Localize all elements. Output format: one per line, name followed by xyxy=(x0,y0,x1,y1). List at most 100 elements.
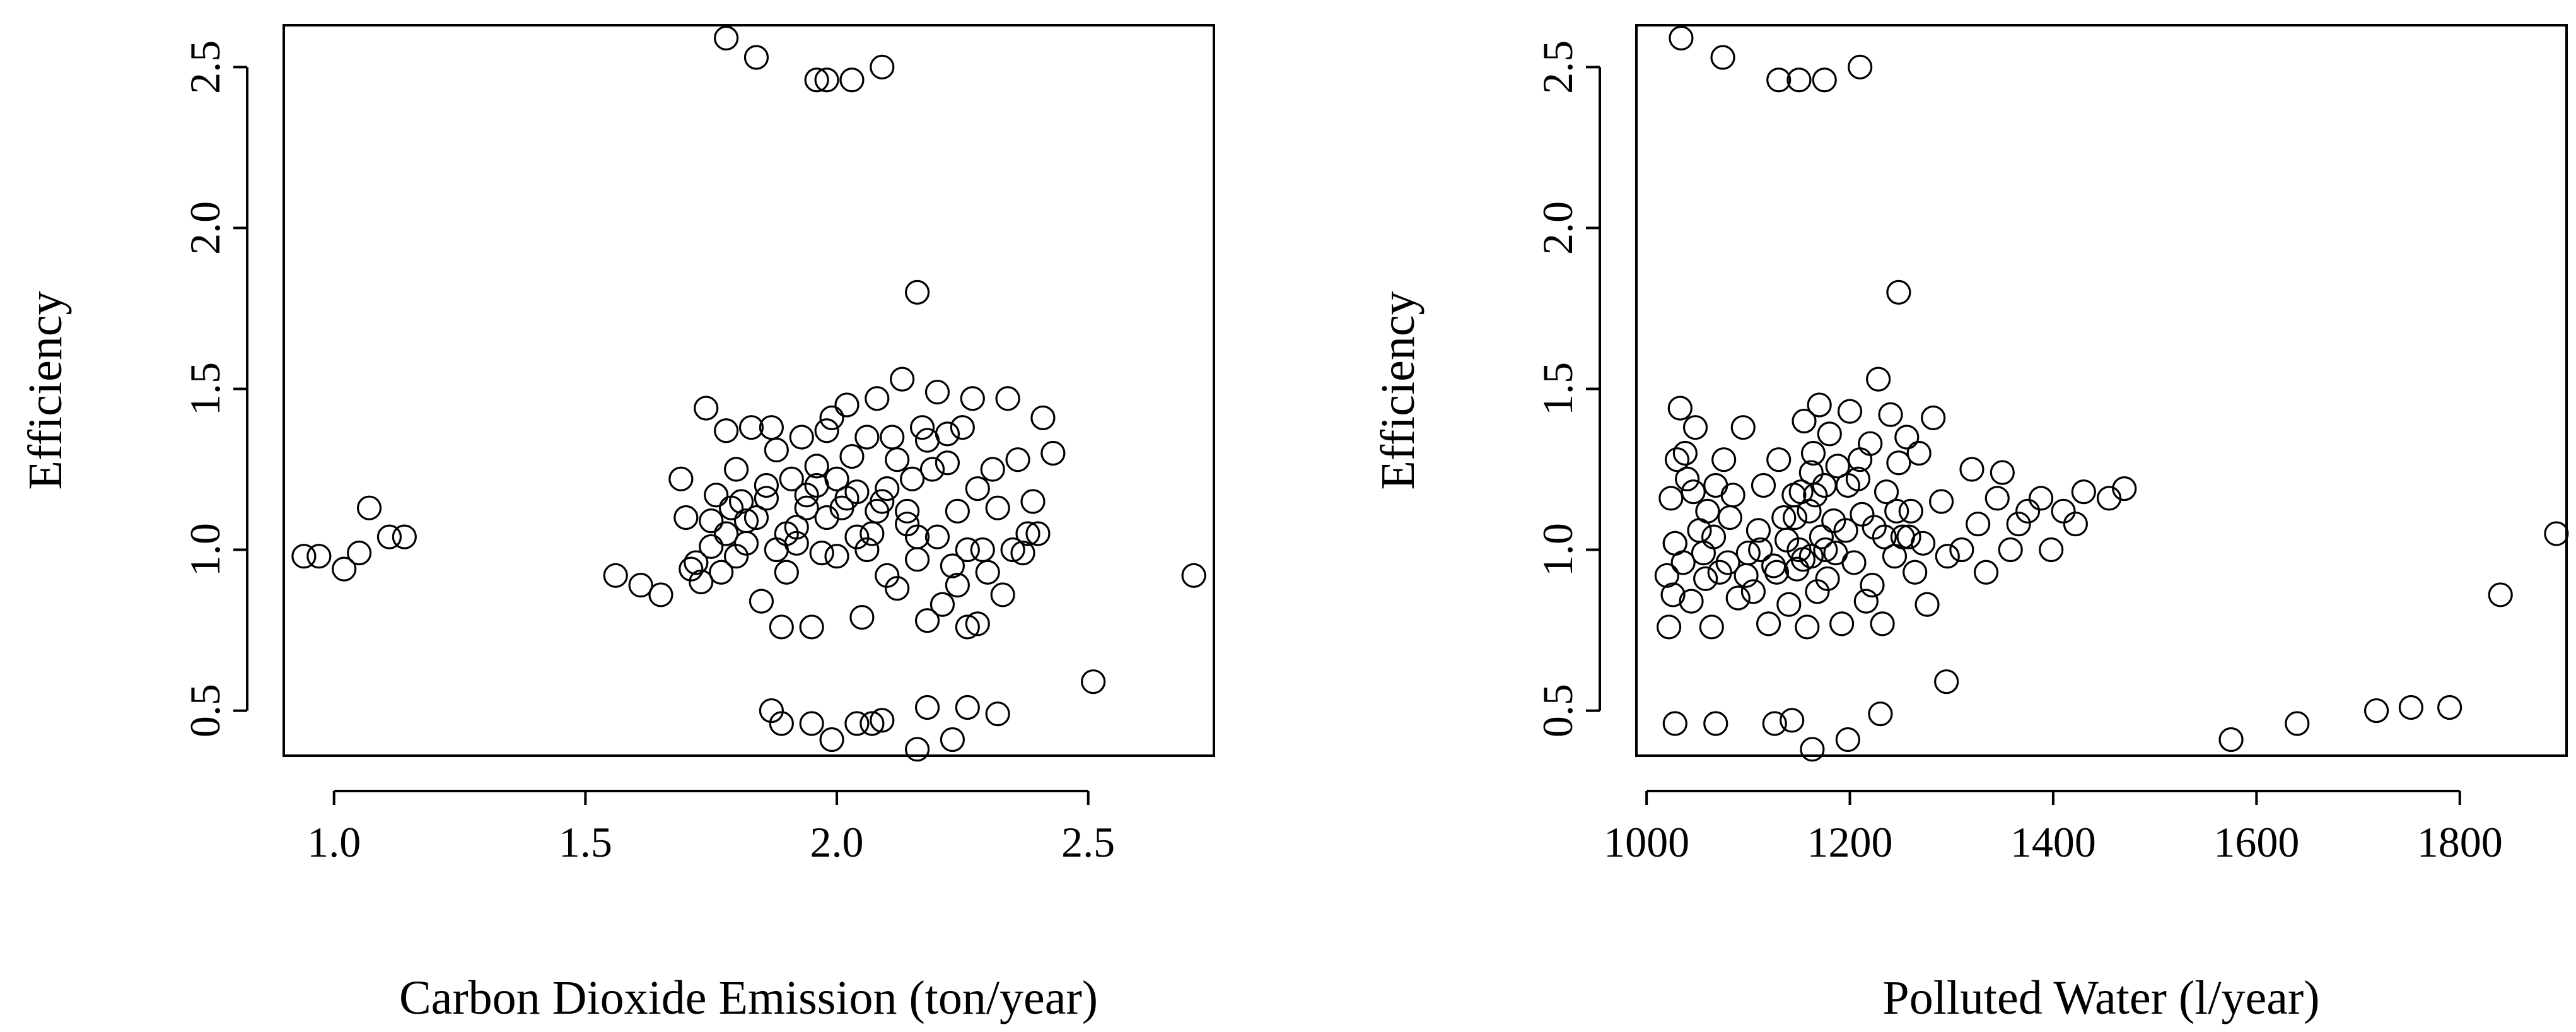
data-point xyxy=(794,495,819,520)
y-tick-label: 0.5 xyxy=(181,684,229,737)
data-point xyxy=(990,582,1015,607)
data-point xyxy=(1693,566,1718,592)
data-point xyxy=(880,425,905,450)
data-point xyxy=(291,544,317,569)
data-point xyxy=(743,505,769,531)
data-point xyxy=(704,483,729,508)
data-point xyxy=(1681,479,1706,505)
data-point xyxy=(1081,669,1106,695)
data-point xyxy=(1894,425,1920,450)
plot-frame xyxy=(283,24,1215,757)
data-point xyxy=(849,605,875,630)
data-point xyxy=(1823,541,1848,566)
data-point xyxy=(860,521,885,546)
data-point xyxy=(1984,486,2010,511)
data-point xyxy=(1959,457,1984,482)
data-point xyxy=(1858,431,1883,456)
data-point xyxy=(914,695,940,720)
data-point xyxy=(824,544,849,569)
data-point xyxy=(844,479,870,505)
data-point xyxy=(728,489,754,514)
data-point xyxy=(935,421,960,447)
data-point xyxy=(1701,524,1727,549)
data-point xyxy=(844,711,870,736)
data-point xyxy=(714,521,739,546)
data-point xyxy=(870,708,895,733)
data-point xyxy=(794,483,819,508)
data-point xyxy=(1850,501,1875,527)
data-point xyxy=(1691,541,1716,566)
data-point xyxy=(628,573,653,598)
data-point xyxy=(714,25,739,51)
data-point xyxy=(799,614,824,640)
data-point xyxy=(885,576,910,601)
data-point xyxy=(1707,560,1732,585)
data-point xyxy=(1748,537,1773,563)
data-point xyxy=(1874,479,1899,505)
data-point xyxy=(1000,537,1025,563)
y-tick-label: 1.0 xyxy=(181,523,229,577)
data-point xyxy=(904,279,930,305)
y-tick-label: 2.5 xyxy=(181,40,229,94)
data-point xyxy=(1751,472,1776,498)
data-point xyxy=(1833,518,1858,543)
data-point xyxy=(2015,498,2041,524)
data-point xyxy=(799,711,824,736)
data-point xyxy=(694,396,719,421)
data-point xyxy=(2063,512,2088,537)
y-axis-title: Efficiency xyxy=(19,291,72,490)
data-point xyxy=(764,537,789,563)
data-point xyxy=(1813,537,1838,563)
data-point xyxy=(2218,727,2244,753)
data-point xyxy=(2363,698,2389,724)
data-point xyxy=(1812,472,1837,498)
data-point xyxy=(679,556,704,582)
data-point xyxy=(764,437,789,462)
x-tick-label: 1000 xyxy=(1604,818,1689,866)
data-point xyxy=(2544,521,2569,546)
data-point xyxy=(1934,669,1959,695)
y-tick-label: 0.5 xyxy=(1534,684,1582,737)
y-axis: 0.5 1.0 1.5 2.0 2.5 xyxy=(1534,40,1601,737)
data-point xyxy=(1800,737,1825,762)
data-point xyxy=(1675,466,1700,491)
data-point xyxy=(332,556,357,582)
y-tick-label: 2.5 xyxy=(1534,40,1582,94)
data-point xyxy=(1812,67,1837,93)
data-point xyxy=(839,67,865,93)
data-point xyxy=(1803,483,1828,508)
data-point xyxy=(870,54,895,79)
data-point xyxy=(684,550,709,575)
data-point xyxy=(1682,415,1708,440)
chart-panel-water: 1000 1200 1400 1600 1800 0.5 1.0 1.5 2.0 2.5 Pol… xyxy=(1372,24,2569,1024)
data-point xyxy=(1030,405,1056,430)
data-point xyxy=(376,524,402,549)
data-point xyxy=(904,524,930,549)
data-point xyxy=(1720,483,1746,508)
data-point xyxy=(789,425,814,450)
data-point xyxy=(1809,524,1834,549)
data-point xyxy=(919,457,945,482)
data-point xyxy=(839,443,865,469)
data-point xyxy=(1766,67,1792,93)
data-point xyxy=(975,560,1000,585)
data-point xyxy=(784,515,809,540)
data-point xyxy=(673,505,699,531)
data-point xyxy=(1884,498,1909,524)
data-point xyxy=(1710,45,1735,70)
data-point xyxy=(1015,521,1040,546)
x-tick-label: 2.5 xyxy=(1061,818,1115,866)
data-point xyxy=(1805,579,1830,604)
x-tick-label: 1400 xyxy=(2010,818,2096,866)
data-point xyxy=(965,611,990,636)
data-point xyxy=(909,415,935,440)
data-point xyxy=(689,569,714,595)
data-point xyxy=(723,544,749,569)
data-point xyxy=(940,553,965,578)
data-point xyxy=(1866,366,1891,392)
data-point xyxy=(699,534,724,560)
data-point xyxy=(2051,498,2076,524)
data-point xyxy=(1703,711,1728,736)
data-point xyxy=(1906,440,1932,466)
data-point xyxy=(1669,25,1694,51)
